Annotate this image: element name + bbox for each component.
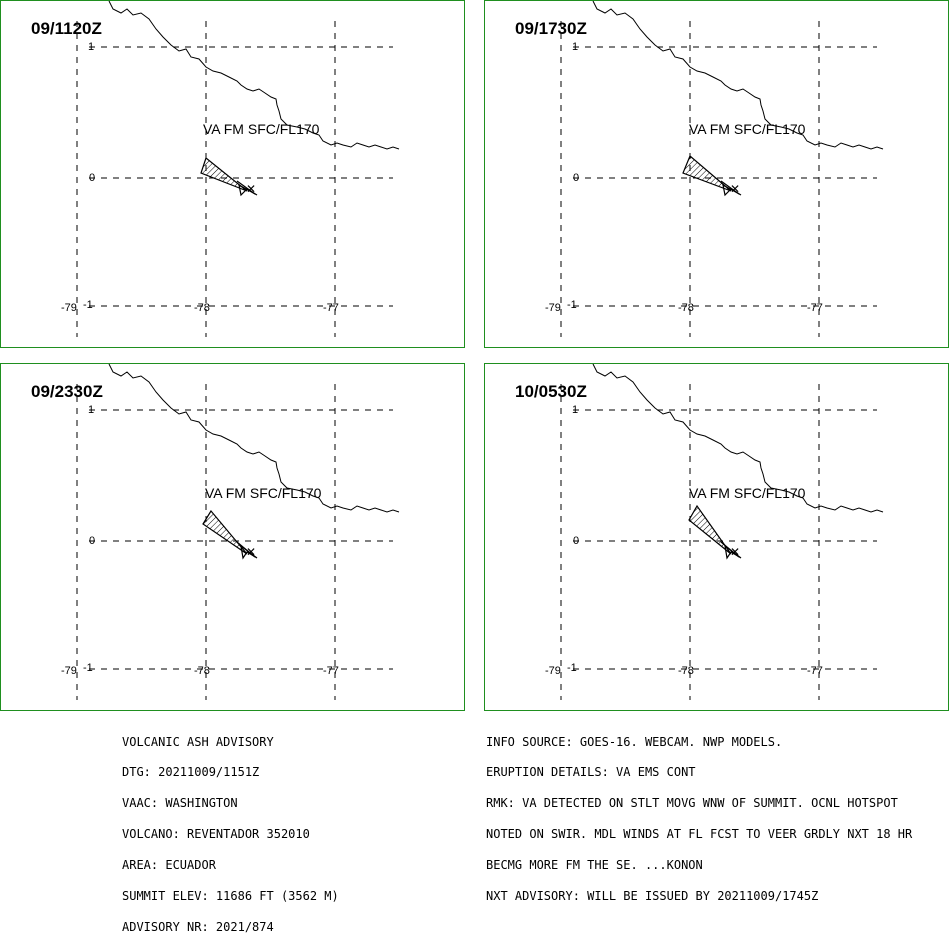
lat-label-0: 0 — [89, 172, 96, 184]
advisory-line: VOLCANIC ASH ADVISORY — [122, 734, 274, 749]
ash-area — [682, 155, 732, 192]
va-label: VA FM SFC/FL170 — [205, 485, 322, 501]
map-panel-2: ✕ 09/1730Z VA FM SFC/FL170 1 0 -1 -79 -7… — [484, 0, 949, 348]
advisory-line: VOLCANO: REVENTADOR 352010 — [122, 827, 310, 842]
advisory-line: NOTED ON SWIR. MDL WINDS AT FL FCST TO V… — [486, 827, 913, 842]
lon-label-m78: -78 — [678, 665, 694, 677]
advisory-line: DTG: 20211009/1151Z — [122, 765, 260, 780]
coastline — [592, 364, 884, 513]
map-svg: ✕ — [76, 1, 400, 337]
lon-label-m77: -77 — [323, 302, 339, 314]
advisory-line: ERUPTION DETAILS: VA EMS CONT — [486, 765, 696, 780]
lon-label-m79: -79 — [61, 665, 77, 677]
advisory-line: NXT ADVISORY: WILL BE ISSUED BY 20211009… — [486, 889, 819, 904]
lon-label-m79: -79 — [545, 665, 561, 677]
lat-label-1: 1 — [572, 404, 579, 416]
lon-label-m77: -77 — [807, 665, 823, 677]
panel-time: 10/0530Z — [515, 382, 587, 401]
volcano-marker-icon: ✕ — [730, 545, 740, 559]
advisory-line: SUMMIT ELEV: 11686 FT (3562 M) — [122, 889, 339, 904]
lat-label-m1: -1 — [567, 662, 577, 674]
advisory-line: VAAC: WASHINGTON — [122, 796, 238, 811]
lat-label-m1: -1 — [83, 662, 93, 674]
ash-area — [202, 509, 248, 555]
lon-label-m78: -78 — [678, 302, 694, 314]
lon-label-m78: -78 — [194, 665, 210, 677]
advisory-details-block: INFO SOURCE: GOES-16. WEBCAM. NWP MODELS… — [486, 716, 912, 912]
lon-label-m78: -78 — [194, 302, 210, 314]
panel-time: 09/1730Z — [515, 19, 587, 38]
lat-label-0: 0 — [573, 172, 580, 184]
volcano-marker-icon: ✕ — [730, 182, 740, 196]
va-label: VA FM SFC/FL170 — [203, 121, 320, 137]
lat-label-0: 0 — [89, 535, 96, 547]
map-svg: ✕ — [560, 364, 884, 700]
va-label: VA FM SFC/FL170 — [689, 121, 806, 137]
map-panel-3: ✕ 09/2330Z VA FM SFC/FL170 1 0 -1 -79 -7… — [0, 363, 465, 711]
ash-area — [688, 504, 732, 555]
va-label: VA FM SFC/FL170 — [689, 485, 806, 501]
panel-time: 09/1120Z — [31, 19, 102, 38]
coastline — [108, 1, 400, 150]
advisory-line: INFO SOURCE: GOES-16. WEBCAM. NWP MODELS… — [486, 734, 783, 749]
ash-area — [200, 156, 248, 192]
advisory-line: BECMG MORE FM THE SE. ...KONON — [486, 858, 703, 873]
advisory-line: RMK: VA DETECTED ON STLT MOVG WNW OF SUM… — [486, 796, 898, 811]
map-panel-1: ✕ 09/1120Z VA FM SFC/FL170 1 0 -1 -79 -7… — [0, 0, 465, 348]
lon-label-m79: -79 — [545, 302, 561, 314]
volcano-marker-icon: ✕ — [246, 545, 256, 559]
panel-time: 09/2330Z — [31, 382, 103, 401]
map-svg: ✕ — [76, 364, 400, 700]
volcano-marker-icon: ✕ — [246, 182, 256, 196]
lat-label-1: 1 — [88, 41, 95, 53]
coastline — [108, 364, 400, 513]
lon-label-m79: -79 — [61, 302, 77, 314]
lat-label-m1: -1 — [567, 299, 577, 311]
lat-label-1: 1 — [572, 41, 579, 53]
map-panel-4: ✕ 10/0530Z VA FM SFC/FL170 1 0 -1 -79 -7… — [484, 363, 949, 711]
lon-label-m77: -77 — [323, 665, 339, 677]
lon-label-m77: -77 — [807, 302, 823, 314]
advisory-line: ADVISORY NR: 2021/874 — [122, 919, 274, 934]
coastline — [592, 1, 884, 150]
advisory-header-block: VOLCANIC ASH ADVISORY DTG: 20211009/1151… — [122, 716, 339, 943]
lat-label-m1: -1 — [83, 299, 93, 311]
map-svg: ✕ — [560, 1, 884, 337]
lat-label-1: 1 — [88, 404, 95, 416]
lat-label-0: 0 — [573, 535, 580, 547]
advisory-line: AREA: ECUADOR — [122, 858, 216, 873]
